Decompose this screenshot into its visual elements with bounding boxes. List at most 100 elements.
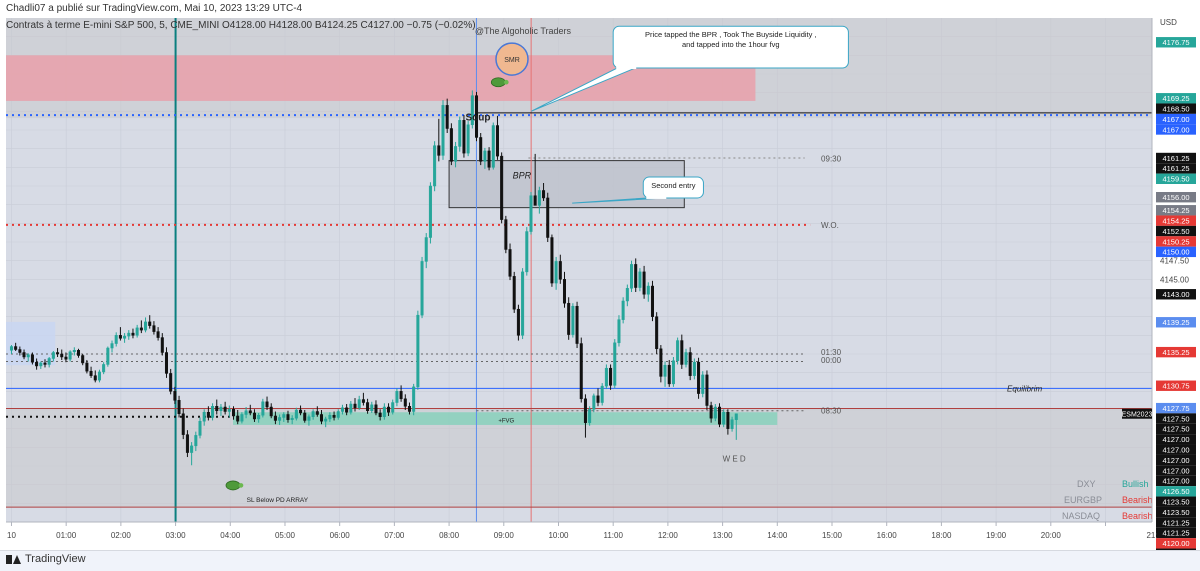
candle-body[interactable] [207, 412, 210, 417]
candle-body[interactable] [270, 407, 273, 416]
candle-body[interactable] [664, 365, 667, 376]
candle-body[interactable] [412, 387, 415, 412]
candle-body[interactable] [693, 362, 696, 375]
candle-body[interactable] [534, 196, 537, 206]
candle-body[interactable] [576, 306, 579, 343]
candle-body[interactable] [614, 343, 617, 386]
candle-body[interactable] [484, 151, 487, 161]
candle-body[interactable] [249, 411, 252, 413]
candle-body[interactable] [492, 126, 495, 168]
candle-body[interactable] [479, 137, 482, 161]
candle-body[interactable] [496, 126, 499, 157]
candle-body[interactable] [345, 408, 348, 412]
candle-body[interactable] [98, 372, 101, 380]
candle-body[interactable] [622, 301, 625, 320]
candle-body[interactable] [601, 386, 604, 402]
candle-body[interactable] [404, 399, 407, 406]
candle-body[interactable] [572, 306, 575, 334]
candle-body[interactable] [567, 303, 570, 334]
candle-body[interactable] [303, 413, 306, 420]
candle-body[interactable] [526, 232, 529, 272]
candle-body[interactable] [278, 417, 281, 420]
candle-body[interactable] [316, 411, 319, 414]
candle-body[interactable] [144, 322, 147, 330]
candle-body[interactable] [241, 414, 244, 421]
candle-body[interactable] [735, 414, 738, 420]
candle-body[interactable] [56, 353, 59, 354]
candle-body[interactable] [274, 416, 277, 420]
candle-body[interactable] [90, 371, 93, 375]
candle-body[interactable] [178, 400, 181, 413]
candle-body[interactable] [153, 326, 156, 332]
candle-body[interactable] [731, 420, 734, 429]
candle-body[interactable] [232, 409, 235, 416]
candle-body[interactable] [81, 355, 84, 362]
candle-body[interactable] [329, 415, 332, 419]
candle-body[interactable] [505, 220, 508, 250]
candle-body[interactable] [714, 407, 717, 418]
candle-body[interactable] [517, 309, 520, 335]
candle-body[interactable] [634, 264, 637, 287]
candle-body[interactable] [446, 105, 449, 128]
candle-body[interactable] [530, 196, 533, 232]
candle-body[interactable] [257, 415, 260, 419]
candle-body[interactable] [341, 408, 344, 412]
candle-body[interactable] [513, 276, 516, 309]
candle-body[interactable] [463, 120, 466, 153]
candle-body[interactable] [73, 350, 76, 351]
candle-body[interactable] [14, 347, 17, 350]
candle-body[interactable] [245, 411, 248, 415]
candle-body[interactable] [77, 350, 80, 355]
candle-body[interactable] [718, 407, 721, 424]
candle-body[interactable] [333, 415, 336, 417]
candle-body[interactable] [320, 414, 323, 421]
candle-body[interactable] [618, 320, 621, 343]
candle-body[interactable] [668, 365, 671, 384]
price-chart[interactable]: BPR09:30W.O.01:3000:00Equilibrim08:30Sou… [0, 0, 1200, 550]
candle-body[interactable] [588, 409, 591, 422]
candle-body[interactable] [366, 403, 369, 411]
candle-body[interactable] [438, 146, 441, 156]
candle-body[interactable] [467, 125, 470, 153]
candle-body[interactable] [220, 407, 223, 411]
candle-body[interactable] [672, 361, 675, 384]
candle-body[interactable] [500, 156, 503, 219]
candle-body[interactable] [651, 286, 654, 317]
candle-body[interactable] [593, 396, 596, 409]
candle-body[interactable] [211, 406, 214, 417]
candle-body[interactable] [69, 352, 72, 359]
candle-body[interactable] [609, 368, 612, 385]
candle-body[interactable] [23, 353, 26, 357]
candle-body[interactable] [660, 349, 663, 377]
candle-body[interactable] [488, 151, 491, 167]
candle-body[interactable] [308, 417, 311, 421]
candle-body[interactable] [287, 414, 290, 419]
candle-body[interactable] [86, 363, 89, 371]
tradingview-brand[interactable]: TradingView [6, 553, 86, 565]
candle-body[interactable] [391, 403, 394, 413]
candle-body[interactable] [396, 391, 399, 402]
candle-body[interactable] [119, 335, 122, 338]
candle-body[interactable] [509, 249, 512, 276]
candle-body[interactable] [52, 353, 55, 359]
candle-body[interactable] [169, 373, 172, 391]
candle-body[interactable] [111, 344, 114, 348]
candle-body[interactable] [203, 412, 206, 421]
candle-body[interactable] [689, 353, 692, 376]
candle-body[interactable] [136, 328, 139, 335]
candle-body[interactable] [295, 410, 298, 418]
candle-body[interactable] [542, 190, 545, 197]
candle-body[interactable] [722, 412, 725, 424]
candle-body[interactable] [639, 272, 642, 288]
candle-body[interactable] [383, 407, 386, 417]
candle-body[interactable] [65, 357, 68, 359]
candle-body[interactable] [291, 418, 294, 419]
candle-body[interactable] [186, 435, 189, 453]
candle-body[interactable] [44, 363, 47, 364]
candle-body[interactable] [597, 396, 600, 403]
candle-body[interactable] [371, 405, 374, 411]
candle-body[interactable] [262, 402, 265, 415]
candle-body[interactable] [559, 261, 562, 279]
candle-body[interactable] [40, 363, 43, 366]
candle-body[interactable] [685, 353, 688, 365]
